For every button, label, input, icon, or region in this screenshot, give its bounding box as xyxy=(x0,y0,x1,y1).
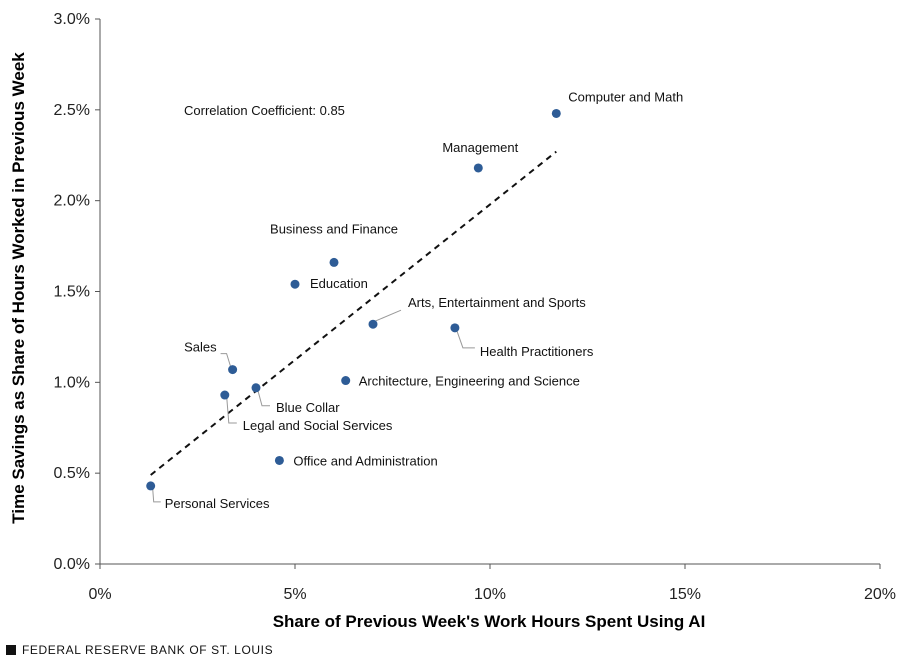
leader-line xyxy=(456,330,475,349)
data-point xyxy=(473,163,483,173)
x-tick-label: 0% xyxy=(88,586,111,603)
point-label: Personal Services xyxy=(165,496,270,511)
y-tick-label: 2.5% xyxy=(54,102,90,119)
x-tick-label: 20% xyxy=(864,586,896,603)
point-label: Business and Finance xyxy=(270,221,398,236)
point-label: Office and Administration xyxy=(293,453,437,468)
point-label: Sales xyxy=(184,340,217,355)
footer: FEDERAL RESERVE BANK OF ST. LOUIS xyxy=(6,643,273,657)
correlation-annotation: Correlation Coefficient: 0.85 xyxy=(184,103,345,118)
y-tick-label: 1.5% xyxy=(54,284,90,301)
y-tick-label: 2.0% xyxy=(54,193,90,210)
point-label: Health Practitioners xyxy=(480,344,594,359)
data-point xyxy=(368,319,378,329)
point-label: Management xyxy=(442,140,518,155)
point-label: Legal and Social Services xyxy=(243,418,393,433)
data-point xyxy=(290,279,300,289)
leader-line xyxy=(226,398,237,424)
data-point xyxy=(450,323,460,333)
data-point xyxy=(551,108,561,118)
leader-line xyxy=(374,309,402,322)
point-labels: Computer and Math Management Business and … xyxy=(165,89,684,510)
leader-line xyxy=(257,390,270,407)
point-label: Education xyxy=(310,276,368,291)
y-tick-label: 0.0% xyxy=(54,556,90,573)
point-label: Architecture, Engineering and Science xyxy=(359,374,580,389)
data-point xyxy=(228,365,238,375)
x-tick-label: 5% xyxy=(283,586,306,603)
y-axis-title: Time Savings as Share of Hours Worked in… xyxy=(9,52,28,524)
leader-line xyxy=(152,488,161,503)
x-tick-label: 15% xyxy=(669,586,701,603)
data-point xyxy=(341,376,351,386)
data-point xyxy=(274,455,284,465)
data-point xyxy=(146,481,156,491)
point-label: Computer and Math xyxy=(568,89,683,104)
leader-lines xyxy=(152,309,475,503)
x-axis-title: Share of Previous Week's Work Hours Spen… xyxy=(273,612,706,631)
trendline-group xyxy=(150,150,557,476)
point-label: Arts, Entertainment and Sports xyxy=(408,295,586,310)
points-group xyxy=(146,108,561,491)
y-tick-label: 3.0% xyxy=(54,11,90,28)
point-label: Blue Collar xyxy=(276,400,340,415)
footer-text: FEDERAL RESERVE BANK OF ST. LOUIS xyxy=(22,643,274,657)
leader-line xyxy=(220,353,232,367)
axes: 0.0% 0.5% 1.0% 1.5% 2.0% 2.5% 3.0% 0% 5% 10% 15% 20… xyxy=(54,11,896,603)
data-point xyxy=(220,390,230,400)
y-tick-label: 0.5% xyxy=(54,465,90,482)
data-point xyxy=(251,383,261,393)
x-tick-label: 10% xyxy=(474,586,506,603)
y-tick-label: 1.0% xyxy=(54,374,90,391)
trendline xyxy=(150,150,557,476)
data-point xyxy=(329,257,339,267)
footer-square-icon xyxy=(6,645,16,655)
